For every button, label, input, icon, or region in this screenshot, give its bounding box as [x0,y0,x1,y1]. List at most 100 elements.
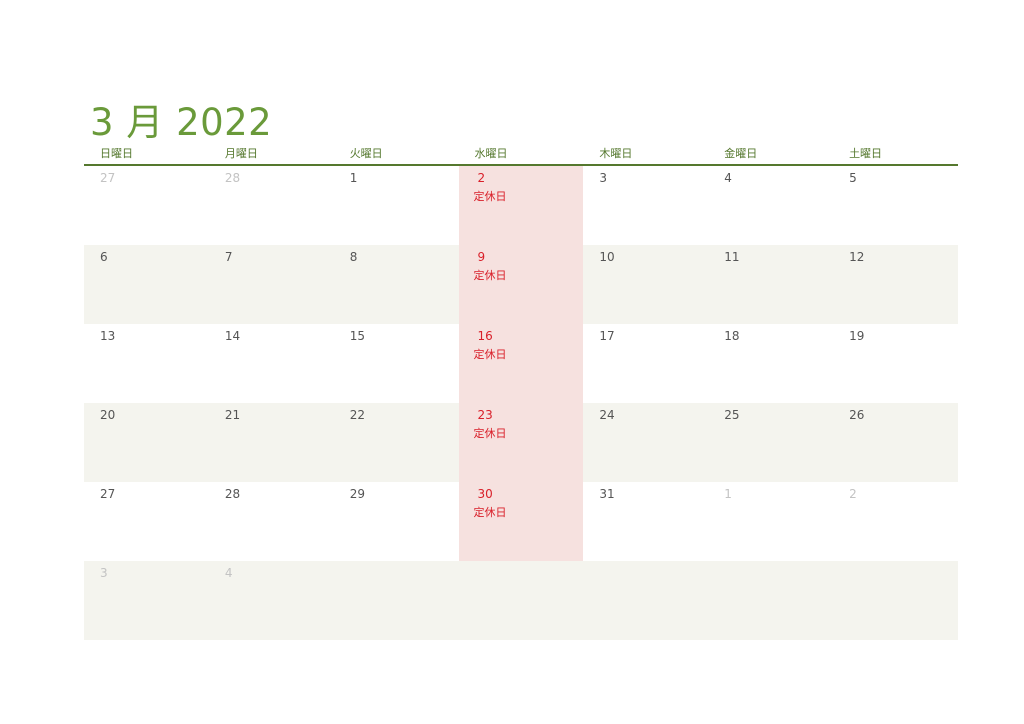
day-cell[interactable]: 16 定休日 [458,324,584,403]
day-cell[interactable]: 24 [583,403,708,482]
day-number: 30 [477,487,493,501]
page-title: 3 月 2022 [90,101,273,144]
day-number: 27 [100,171,116,185]
day-number: 3 [599,171,608,185]
day-cell[interactable]: 9 定休日 [458,245,584,324]
day-number: 1 [349,171,358,185]
day-cell[interactable]: 3 [583,166,708,245]
weekday-label: 火曜日 [349,147,383,160]
calendar-week-row: 27 28 29 30 定休日 31 1 2 [84,482,958,561]
weekday-label: 日曜日 [100,147,133,160]
day-number: 21 [224,408,241,422]
day-number: 2 [849,487,857,501]
day-cell[interactable]: 8 [334,245,459,324]
calendar-week-row: 20 21 22 23 定休日 24 25 26 [84,403,958,482]
day-cell[interactable]: 11 [708,245,833,324]
day-cell[interactable]: 3 [84,561,209,640]
calendar: 日曜日 月曜日 火曜日 水曜日 木曜日 金曜日 土曜日 27 28 1 2 定休日 3 4 5 6 7 8 9 定休… [84,146,958,640]
calendar-week-row: 13 14 15 16 定休日 17 18 19 [84,324,958,403]
weekday-label: 木曜日 [599,147,633,160]
day-cell[interactable] [708,561,833,640]
day-cell[interactable]: 27 [84,166,209,245]
day-cell[interactable]: 25 [708,403,833,482]
day-cell[interactable]: 14 [209,324,334,403]
day-cell[interactable]: 29 [334,482,459,561]
day-number: 11 [724,250,740,264]
day-number: 6 [100,250,108,264]
day-cell[interactable] [334,561,459,640]
day-number: 10 [599,250,615,264]
weekday-header: 日曜日 月曜日 火曜日 水曜日 木曜日 金曜日 土曜日 [84,146,958,166]
day-number: 2 [477,171,486,185]
day-cell[interactable] [459,561,584,640]
closed-day-label: 定休日 [473,190,507,203]
day-number: 4 [224,566,233,580]
day-number: 25 [724,408,740,422]
day-number: 22 [349,408,365,422]
day-cell[interactable]: 2 定休日 [458,166,584,245]
day-cell[interactable]: 30 定休日 [458,482,584,561]
day-cell[interactable]: 31 [583,482,708,561]
day-cell[interactable]: 15 [334,324,459,403]
day-number: 29 [349,487,365,501]
day-number: 24 [599,408,615,422]
day-number: 27 [100,487,116,501]
day-cell[interactable]: 4 [209,561,334,640]
day-cell[interactable]: 26 [833,403,958,482]
calendar-week-row: 6 7 8 9 定休日 10 11 12 [84,245,958,324]
day-number: 14 [224,329,241,343]
day-cell[interactable] [833,561,958,640]
day-number: 23 [477,408,493,422]
day-cell[interactable]: 5 [833,166,958,245]
day-number: 26 [849,408,865,422]
day-number: 28 [224,487,241,501]
day-cell[interactable]: 7 [209,245,334,324]
closed-day-label: 定休日 [473,348,507,361]
day-number: 20 [100,408,116,422]
day-number: 5 [849,171,857,185]
day-cell[interactable]: 17 [583,324,708,403]
day-number: 3 [100,566,108,580]
day-cell[interactable]: 12 [833,245,958,324]
day-cell[interactable]: 23 定休日 [458,403,584,482]
weekday-label: 土曜日 [849,147,883,160]
weekday-label: 水曜日 [474,147,508,160]
weekday-label: 月曜日 [224,147,258,160]
day-cell[interactable]: 4 [708,166,833,245]
calendar-week-row: 27 28 1 2 定休日 3 4 5 [84,166,958,245]
day-number: 19 [849,329,865,343]
day-cell[interactable]: 19 [833,324,958,403]
day-cell[interactable]: 2 [833,482,958,561]
closed-day-label: 定休日 [473,269,507,282]
day-number: 1 [724,487,732,501]
day-cell[interactable]: 21 [209,403,334,482]
day-cell[interactable]: 6 [84,245,209,324]
day-number: 13 [100,329,116,343]
day-cell[interactable]: 20 [84,403,209,482]
day-number: 17 [599,329,615,343]
day-number: 28 [224,171,241,185]
day-number: 8 [349,250,358,264]
calendar-body: 27 28 1 2 定休日 3 4 5 6 7 8 9 定休日 10 11 12 13 14 15 16 定休日 17 18… [84,166,958,640]
day-cell[interactable]: 28 [209,166,334,245]
day-cell[interactable]: 1 [334,166,459,245]
day-number: 15 [349,329,365,343]
weekday-label: 金曜日 [724,147,758,160]
day-cell[interactable]: 18 [708,324,833,403]
day-cell[interactable]: 28 [209,482,334,561]
closed-day-label: 定休日 [473,427,507,440]
closed-day-label: 定休日 [473,506,507,519]
day-number: 7 [224,250,233,264]
day-cell[interactable]: 1 [708,482,833,561]
day-cell[interactable]: 22 [334,403,459,482]
day-cell[interactable]: 10 [583,245,708,324]
day-number: 31 [599,487,615,501]
day-cell[interactable]: 13 [84,324,209,403]
day-cell[interactable] [583,561,708,640]
day-number: 18 [724,329,740,343]
day-number: 4 [724,171,732,185]
day-number: 9 [477,250,486,264]
day-cell[interactable]: 27 [84,482,209,561]
day-number: 16 [477,329,493,343]
